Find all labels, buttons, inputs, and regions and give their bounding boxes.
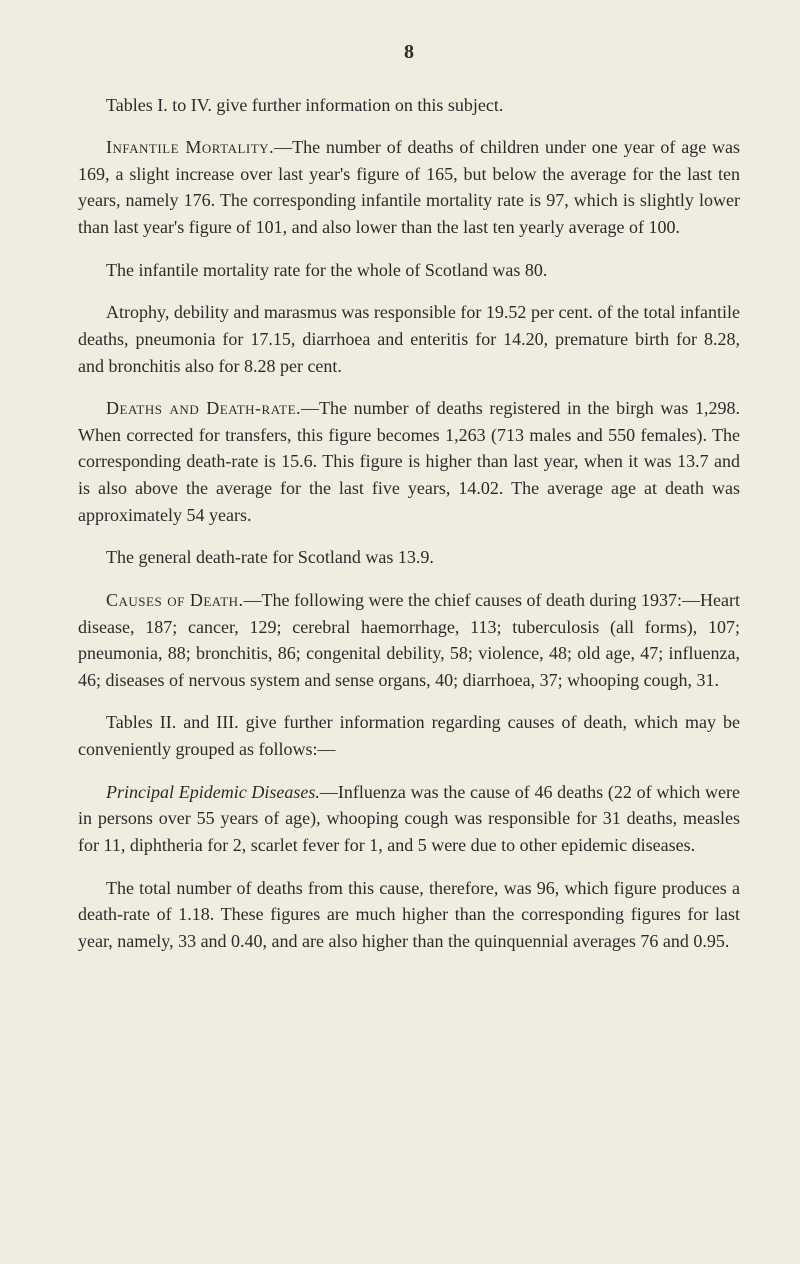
paragraph: The total number of deaths from this cau…: [78, 875, 740, 955]
paragraph-text: Atrophy, debility and marasmus was respo…: [78, 302, 740, 375]
section-heading: Infantile Mortality.: [106, 137, 274, 157]
paragraph: Tables II. and III. give further informa…: [78, 709, 740, 762]
paragraph: Atrophy, debility and marasmus was respo…: [78, 299, 740, 379]
section-heading: Causes of Death.: [106, 590, 244, 610]
paragraph: Causes of Death.—The following were the …: [78, 587, 740, 694]
paragraph: The infantile mortality rate for the who…: [78, 257, 740, 284]
paragraph-text: Tables II. and III. give further informa…: [78, 712, 740, 759]
paragraph: The general death-rate for Scotland was …: [78, 544, 740, 571]
paragraph-text: Tables I. to IV. give further informatio…: [106, 95, 503, 115]
paragraph: Infantile Mortality.—The number of death…: [78, 134, 740, 241]
paragraph-text: The infantile mortality rate for the who…: [106, 260, 547, 280]
document-page: 8 Tables I. to IV. give further informat…: [0, 0, 800, 1010]
paragraph-text: The total number of deaths from this cau…: [78, 878, 740, 951]
paragraph: Deaths and Death-rate.—The number of dea…: [78, 395, 740, 528]
paragraph: Tables I. to IV. give further informatio…: [78, 92, 740, 119]
paragraph-text: The general death-rate for Scotland was …: [106, 547, 434, 567]
section-heading: Deaths and Death-rate.: [106, 398, 301, 418]
paragraph: Principal Epidemic Diseases.—Influenza w…: [78, 779, 740, 859]
page-number: 8: [78, 38, 740, 68]
section-heading-italic: Principal Epidemic Diseases.: [106, 782, 320, 802]
paragraph-container: Tables I. to IV. give further informatio…: [78, 92, 740, 955]
